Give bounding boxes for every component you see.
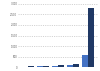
Bar <box>43 66 49 67</box>
Bar <box>58 65 64 67</box>
Bar <box>82 55 88 67</box>
Bar <box>37 66 43 67</box>
Bar <box>52 66 58 67</box>
Bar <box>28 66 34 67</box>
Bar <box>88 8 94 67</box>
Bar <box>73 64 79 67</box>
Bar <box>67 65 73 67</box>
